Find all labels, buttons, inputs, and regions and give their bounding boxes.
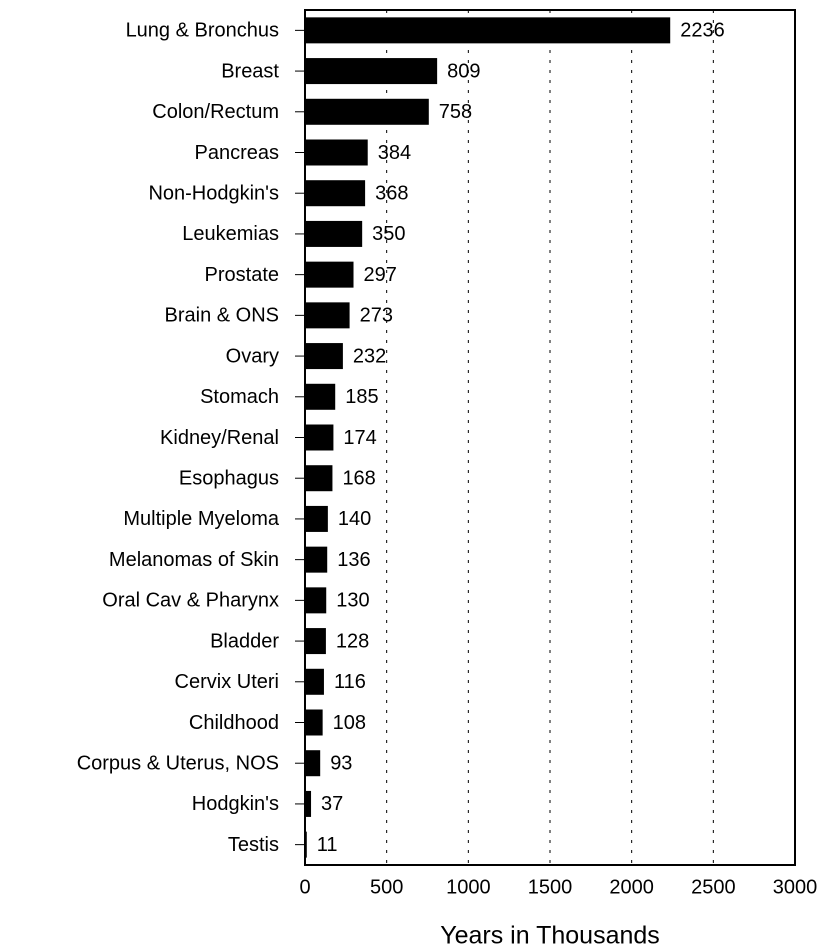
value-label: 130 [336, 590, 369, 612]
x-tick-label: 2000 [609, 876, 654, 898]
y-tick-label: Brain & ONS [165, 305, 279, 327]
bar [305, 17, 671, 44]
bar [305, 668, 324, 695]
value-label: 93 [330, 752, 352, 774]
bar [305, 180, 366, 207]
value-label: 232 [353, 345, 386, 367]
x-tick-label: 1000 [446, 876, 491, 898]
value-label: 168 [342, 467, 375, 489]
value-label: 11 [317, 834, 338, 856]
y-tick-label: Multiple Myeloma [123, 508, 279, 530]
y-tick-label: Bladder [210, 630, 279, 652]
y-tick-label: Testis [228, 834, 279, 856]
y-tick-label: Melanomas of Skin [109, 549, 279, 571]
y-tick-label: Esophagus [179, 467, 279, 489]
bar [305, 628, 326, 655]
value-label: 128 [336, 630, 369, 652]
y-tick-label: Stomach [200, 386, 279, 408]
bar [305, 383, 336, 410]
value-label: 140 [338, 508, 371, 530]
x-tick-label: 3000 [773, 876, 818, 898]
y-tick-label: Breast [221, 60, 279, 82]
value-label: 350 [372, 223, 405, 245]
bar [305, 465, 333, 492]
value-label: 809 [447, 60, 480, 82]
y-tick-label: Prostate [205, 264, 279, 286]
y-tick-label: Ovary [226, 345, 279, 367]
value-label: 758 [439, 101, 472, 123]
value-label: 273 [360, 305, 393, 327]
bar [305, 709, 323, 736]
y-tick-label: Hodgkin's [192, 793, 279, 815]
x-tick-label: 500 [370, 876, 403, 898]
bar [305, 587, 327, 614]
bar [305, 302, 350, 329]
value-label: 384 [378, 142, 411, 164]
y-tick-label: Childhood [189, 712, 279, 734]
value-label: 185 [345, 386, 378, 408]
y-tick-label: Corpus & Uterus, NOS [77, 752, 279, 774]
value-label: 136 [337, 549, 370, 571]
value-label: 297 [364, 264, 397, 286]
x-axis-title: Years in Thousands [440, 922, 660, 950]
y-tick-label: Colon/Rectum [152, 101, 279, 123]
value-label: 37 [321, 793, 343, 815]
value-label: 116 [334, 671, 366, 693]
x-tick-label: 2500 [691, 876, 736, 898]
value-label: 368 [375, 182, 408, 204]
x-tick-label: 1500 [528, 876, 573, 898]
y-tick-label: Pancreas [195, 142, 280, 164]
value-label: 2236 [680, 20, 725, 42]
bar [305, 261, 354, 288]
y-tick-label: Leukemias [182, 223, 279, 245]
bar [305, 139, 368, 166]
y-tick-label: Non-Hodgkin's [148, 182, 279, 204]
y-tick-label: Cervix Uteri [175, 671, 279, 693]
y-tick-label: Kidney/Renal [160, 427, 279, 449]
bar [305, 546, 328, 573]
value-label: 174 [343, 427, 376, 449]
bar [305, 790, 312, 817]
bar [305, 343, 343, 370]
bar [305, 505, 328, 532]
x-tick-label: 0 [299, 876, 310, 898]
bar [305, 220, 363, 247]
plot-frame [304, 9, 796, 866]
value-label: 108 [333, 712, 366, 734]
y-tick-label: Lung & Bronchus [126, 20, 279, 42]
bar [305, 58, 438, 85]
bar [305, 98, 429, 125]
bar [305, 750, 321, 777]
bar [305, 424, 334, 451]
y-tick-label: Oral Cav & Pharynx [102, 590, 279, 612]
